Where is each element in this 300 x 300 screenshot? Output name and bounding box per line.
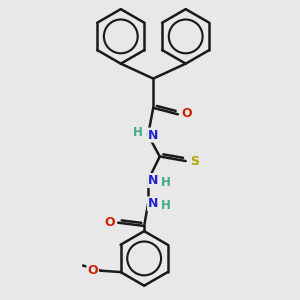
Text: S: S: [190, 154, 199, 167]
Text: N: N: [148, 129, 158, 142]
Text: O: O: [87, 264, 98, 277]
Text: H: H: [161, 176, 171, 189]
Text: N: N: [148, 174, 158, 187]
Text: H: H: [161, 199, 171, 212]
Text: O: O: [181, 107, 192, 120]
Text: H: H: [133, 126, 142, 139]
Text: N: N: [148, 197, 158, 210]
Text: O: O: [104, 216, 115, 229]
